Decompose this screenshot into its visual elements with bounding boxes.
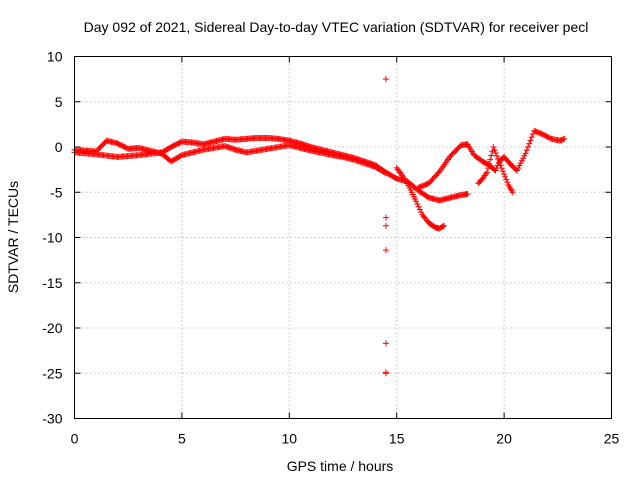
data-point bbox=[525, 143, 532, 150]
data-point bbox=[415, 203, 422, 210]
y-tick-label: -15 bbox=[42, 275, 62, 291]
data-point bbox=[491, 147, 498, 154]
data-points bbox=[71, 76, 568, 377]
data-point bbox=[503, 176, 510, 183]
y-tick-label: 0 bbox=[55, 139, 63, 155]
data-point bbox=[418, 209, 425, 216]
data-point bbox=[488, 152, 495, 159]
data-point bbox=[382, 76, 389, 83]
x-tick-label: 10 bbox=[282, 431, 298, 447]
x-tick-label: 5 bbox=[178, 431, 186, 447]
data-point bbox=[414, 201, 421, 208]
x-tick-label: 15 bbox=[389, 431, 405, 447]
data-point bbox=[526, 140, 533, 147]
data-point bbox=[490, 144, 497, 150]
data-point bbox=[561, 135, 568, 142]
data-point bbox=[416, 206, 423, 213]
data-point bbox=[522, 150, 529, 157]
data-point bbox=[493, 153, 500, 160]
data-point bbox=[502, 173, 509, 180]
data-point bbox=[382, 222, 389, 229]
data-point bbox=[381, 169, 388, 176]
data-point bbox=[499, 168, 506, 175]
data-point bbox=[382, 247, 389, 254]
data-point bbox=[487, 156, 494, 163]
data-point bbox=[440, 222, 447, 229]
data-point bbox=[483, 169, 490, 176]
data-point bbox=[528, 134, 535, 141]
data-point bbox=[413, 198, 420, 205]
y-tick-label: -25 bbox=[42, 365, 62, 381]
data-point bbox=[484, 165, 491, 172]
data-point bbox=[496, 159, 503, 166]
data-point bbox=[504, 179, 511, 186]
data-point bbox=[523, 147, 530, 154]
data-point bbox=[492, 150, 499, 157]
data-point bbox=[435, 169, 442, 176]
data-point bbox=[382, 214, 389, 221]
plot-frame bbox=[74, 56, 612, 419]
data-point bbox=[464, 191, 471, 198]
x-tick-label: 0 bbox=[71, 431, 79, 447]
data-point bbox=[509, 189, 516, 196]
y-tick-label: -10 bbox=[42, 230, 62, 246]
axis-ticks: 0 5 10 15 20 25 10 5 0 -5 -10 -15 -20 -25 -30 bbox=[42, 49, 619, 447]
data-point bbox=[501, 171, 508, 178]
x-axis-label: GPS time / hours bbox=[287, 458, 394, 474]
chart-title: Day 092 of 2021, Sidereal Day-to-day VTE… bbox=[84, 19, 589, 35]
data-point bbox=[439, 223, 446, 230]
y-axis-label: SDTVAR / TECUs bbox=[5, 181, 21, 293]
y-tick-label: -5 bbox=[50, 184, 63, 200]
y-tick-label: -30 bbox=[42, 411, 62, 427]
y-tick-label: 10 bbox=[47, 49, 63, 65]
data-point bbox=[527, 137, 534, 144]
data-point bbox=[495, 156, 502, 163]
data-point bbox=[382, 370, 389, 377]
y-tick-label: 5 bbox=[55, 94, 63, 110]
y-tick-label: -20 bbox=[42, 320, 62, 336]
data-point bbox=[382, 170, 389, 177]
data-point bbox=[497, 162, 504, 169]
data-point bbox=[498, 165, 505, 172]
data-point bbox=[382, 340, 389, 347]
grid bbox=[74, 56, 612, 419]
data-point bbox=[486, 160, 493, 167]
x-tick-label: 20 bbox=[496, 431, 512, 447]
x-tick-label: 25 bbox=[604, 431, 620, 447]
